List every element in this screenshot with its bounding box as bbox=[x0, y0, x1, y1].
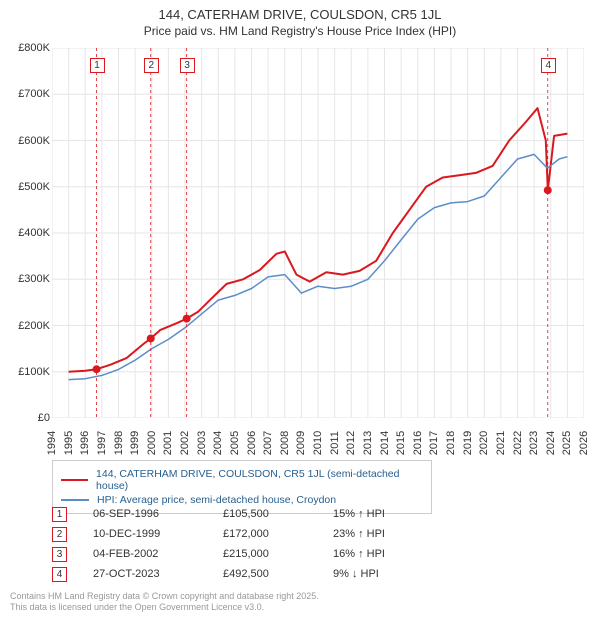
footer-line-1: Contains HM Land Registry data © Crown c… bbox=[10, 591, 319, 603]
x-axis-label: 2002 bbox=[179, 423, 191, 463]
x-axis-label: 2023 bbox=[528, 423, 540, 463]
transaction-row: 3 04-FEB-2002£215,00016% ↑ HPI bbox=[52, 544, 552, 564]
footer-line-2: This data is licensed under the Open Gov… bbox=[10, 602, 319, 614]
x-axis-label: 2008 bbox=[279, 423, 291, 463]
legend-item: 144, CATERHAM DRIVE, COULSDON, CR5 1JL (… bbox=[61, 468, 423, 492]
x-axis-label: 2009 bbox=[295, 423, 307, 463]
y-axis-label: £700K bbox=[0, 88, 50, 100]
x-axis-label: 2012 bbox=[345, 423, 357, 463]
transaction-marker: 4 bbox=[52, 567, 67, 582]
footer-attribution: Contains HM Land Registry data © Crown c… bbox=[10, 591, 319, 614]
chart-title: 144, CATERHAM DRIVE, COULSDON, CR5 1JL bbox=[0, 0, 600, 24]
transaction-price: £172,000 bbox=[223, 528, 333, 540]
transaction-date: 06-SEP-1996 bbox=[93, 508, 223, 520]
transaction-price: £215,000 bbox=[223, 548, 333, 560]
legend-label: 144, CATERHAM DRIVE, COULSDON, CR5 1JL (… bbox=[96, 468, 423, 492]
x-axis-label: 2006 bbox=[246, 423, 258, 463]
y-axis-label: £400K bbox=[0, 227, 50, 239]
legend-swatch bbox=[61, 499, 89, 501]
x-axis-label: 2021 bbox=[495, 423, 507, 463]
transaction-hpi: 16% ↑ HPI bbox=[333, 548, 453, 560]
y-axis-label: £100K bbox=[0, 366, 50, 378]
x-axis-label: 2004 bbox=[212, 423, 224, 463]
transaction-hpi: 23% ↑ HPI bbox=[333, 528, 453, 540]
transaction-hpi: 9% ↓ HPI bbox=[333, 568, 453, 580]
transaction-price: £105,500 bbox=[223, 508, 333, 520]
y-axis-label: £200K bbox=[0, 320, 50, 332]
x-axis-label: 2001 bbox=[162, 423, 174, 463]
x-axis-label: 2013 bbox=[362, 423, 374, 463]
x-axis-label: 2005 bbox=[229, 423, 241, 463]
x-axis-label: 2015 bbox=[395, 423, 407, 463]
x-axis-label: 1996 bbox=[79, 423, 91, 463]
x-axis-label: 2016 bbox=[412, 423, 424, 463]
transaction-row: 1 06-SEP-1996£105,50015% ↑ HPI bbox=[52, 504, 552, 524]
transaction-marker: 2 bbox=[52, 527, 67, 542]
x-axis-label: 2022 bbox=[512, 423, 524, 463]
chart-marker-label: 3 bbox=[180, 58, 195, 73]
x-axis-label: 1994 bbox=[46, 423, 58, 463]
legend-swatch bbox=[61, 479, 88, 481]
x-axis-label: 2020 bbox=[478, 423, 490, 463]
y-axis-label: £800K bbox=[0, 42, 50, 54]
x-axis-label: 2018 bbox=[445, 423, 457, 463]
x-axis-label: 2017 bbox=[428, 423, 440, 463]
y-axis-label: £0 bbox=[0, 412, 50, 424]
transaction-row: 2 10-DEC-1999£172,00023% ↑ HPI bbox=[52, 524, 552, 544]
x-axis-label: 2019 bbox=[462, 423, 474, 463]
chart-marker-label: 1 bbox=[90, 58, 105, 73]
y-axis-label: £600K bbox=[0, 135, 50, 147]
x-axis-label: 2010 bbox=[312, 423, 324, 463]
x-axis-label: 2024 bbox=[545, 423, 557, 463]
transaction-price: £492,500 bbox=[223, 568, 333, 580]
y-axis-label: £300K bbox=[0, 273, 50, 285]
x-axis-label: 2007 bbox=[262, 423, 274, 463]
chart-plot-area bbox=[52, 48, 584, 418]
x-axis-label: 1995 bbox=[63, 423, 75, 463]
x-axis-label: 2003 bbox=[196, 423, 208, 463]
x-axis-label: 2011 bbox=[329, 423, 341, 463]
y-axis-label: £500K bbox=[0, 181, 50, 193]
x-axis-label: 1997 bbox=[96, 423, 108, 463]
transaction-date: 10-DEC-1999 bbox=[93, 528, 223, 540]
x-axis-label: 1999 bbox=[129, 423, 141, 463]
x-axis-label: 2025 bbox=[561, 423, 573, 463]
chart-subtitle: Price paid vs. HM Land Registry's House … bbox=[0, 24, 600, 38]
transaction-date: 04-FEB-2002 bbox=[93, 548, 223, 560]
chart-marker-label: 2 bbox=[144, 58, 159, 73]
transaction-marker: 1 bbox=[52, 507, 67, 522]
chart-marker-label: 4 bbox=[541, 58, 556, 73]
transaction-date: 27-OCT-2023 bbox=[93, 568, 223, 580]
transaction-marker: 3 bbox=[52, 547, 67, 562]
x-axis-label: 2000 bbox=[146, 423, 158, 463]
x-axis-label: 2014 bbox=[379, 423, 391, 463]
x-axis-label: 1998 bbox=[113, 423, 125, 463]
x-axis-label: 2026 bbox=[578, 423, 590, 463]
transactions-table: 1 06-SEP-1996£105,50015% ↑ HPI 2 10-DEC-199… bbox=[52, 504, 552, 584]
transaction-hpi: 15% ↑ HPI bbox=[333, 508, 453, 520]
transaction-row: 4 27-OCT-2023£492,5009% ↓ HPI bbox=[52, 564, 552, 584]
